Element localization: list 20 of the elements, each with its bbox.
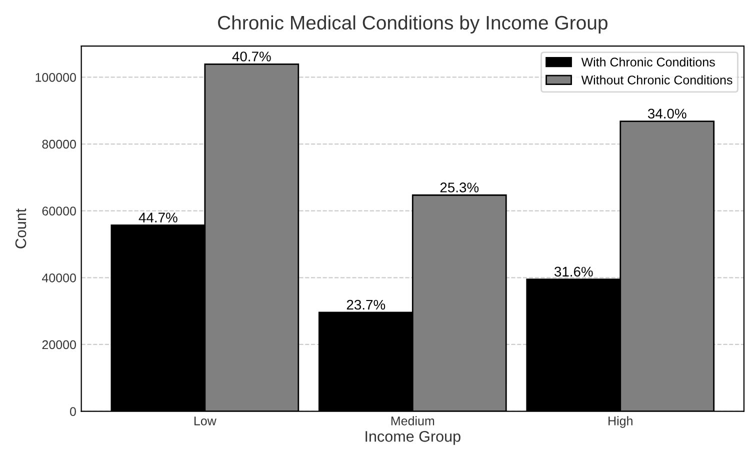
legend-label: Without Chronic Conditions: [581, 75, 732, 84]
y-axis-title: Count: [15, 208, 26, 248]
y-tick-label: 60000: [42, 206, 76, 216]
annotation: 25.3%: [440, 182, 479, 192]
y-tick-label: 80000: [42, 140, 76, 149]
y-tick-label: 40000: [42, 273, 76, 282]
annotation: 31.6%: [554, 266, 593, 277]
x-tick-label: Medium: [391, 416, 434, 426]
x-tick-label: Low: [194, 416, 216, 426]
annotation: 40.7%: [232, 52, 271, 62]
annotation: 23.7%: [346, 300, 386, 310]
legend-label: With Chronic Conditions: [581, 57, 715, 67]
y-tick-label: 20000: [42, 340, 76, 350]
y-tick-label: 100000: [36, 72, 76, 82]
chart-title: Chronic Medical Conditions by Income Group: [218, 15, 608, 34]
x-axis-title: Income Group: [366, 431, 460, 445]
annotation: 44.7%: [138, 212, 178, 222]
annotation: 34.0%: [648, 108, 686, 119]
y-tick-label: 0: [70, 407, 76, 416]
x-tick-label: High: [608, 416, 632, 428]
